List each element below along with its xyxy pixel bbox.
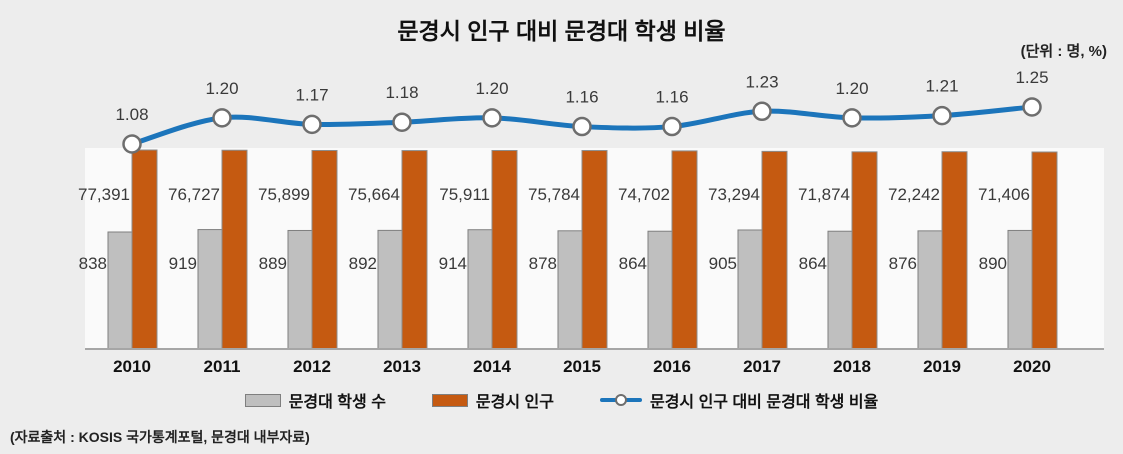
student-value-label: 905 <box>709 254 737 273</box>
student-bar <box>467 229 493 350</box>
student-value-label: 876 <box>889 254 917 273</box>
student-value-label: 914 <box>439 254 467 273</box>
student-value-label: 878 <box>529 254 557 273</box>
population-value-label: 71,874 <box>798 185 850 204</box>
ratio-value-label: 1.20 <box>205 79 238 98</box>
population-bar <box>581 150 608 350</box>
year-axis-label: 2016 <box>653 357 691 376</box>
chart-title: 문경시 인구 대비 문경대 학생 비율 <box>397 18 726 44</box>
ratio-marker <box>842 108 862 128</box>
student-bar <box>917 230 943 350</box>
student-bar <box>197 229 223 350</box>
ratio-value-label: 1.08 <box>115 105 148 124</box>
population-value-label: 71,406 <box>978 185 1030 204</box>
year-axis-label: 2012 <box>293 357 331 376</box>
ratio-marker <box>752 101 772 122</box>
ratio-marker <box>212 108 232 128</box>
ratio-marker <box>392 112 412 132</box>
ratio-marker <box>482 108 502 128</box>
population-value-label: 75,911 <box>439 185 490 204</box>
legend-item-population: 문경시 인구 <box>431 388 554 412</box>
legend-label-population: 문경시 인구 <box>475 394 554 411</box>
ratio-value-label: 1.17 <box>295 85 328 104</box>
ratio-marker <box>932 105 952 126</box>
population-value-label: 73,294 <box>708 185 760 204</box>
orange-bar-swatch-icon <box>431 393 468 407</box>
legend-label-students: 문경대 학생 수 <box>288 394 386 411</box>
population-bar <box>671 150 698 350</box>
population-value-label: 72,242 <box>888 185 940 204</box>
ratio-marker <box>572 116 592 137</box>
population-bar <box>401 150 428 350</box>
gray-bar-swatch-icon <box>244 393 281 407</box>
population-bar <box>221 149 248 350</box>
year-axis-label: 2018 <box>833 357 871 376</box>
student-bar <box>827 230 853 350</box>
source-note: (자료출처 : KOSIS 국가통계포털, 문경대 내부자료) <box>10 429 310 445</box>
student-bar <box>647 230 673 350</box>
student-bar <box>377 229 403 350</box>
year-axis-label: 2017 <box>743 357 781 376</box>
year-axis-label: 2011 <box>204 357 241 376</box>
legend-item-students: 문경대 학생 수 <box>244 388 386 412</box>
ratio-value-label: 1.16 <box>655 88 688 107</box>
population-bar <box>941 151 968 350</box>
student-bar <box>287 229 313 350</box>
ratio-value-label: 1.16 <box>565 88 598 107</box>
chart-legend: 문경대 학생 수 문경시 인구 문경시 인구 대비 문경대 학생 비율 <box>0 388 1123 412</box>
student-value-label: 889 <box>259 254 287 273</box>
student-value-label: 864 <box>619 254 647 273</box>
population-value-label: 74,702 <box>618 185 670 204</box>
population-value-label: 76,727 <box>168 185 220 204</box>
ratio-value-label: 1.23 <box>745 72 778 91</box>
ratio-value-label: 1.20 <box>475 79 508 98</box>
ratio-marker <box>1022 97 1042 117</box>
population-bar <box>1031 151 1058 350</box>
student-bar <box>557 230 583 350</box>
year-axis-label: 2015 <box>563 357 601 376</box>
population-value-label: 75,784 <box>528 185 580 204</box>
student-bar <box>1007 229 1033 350</box>
population-value-label: 77,391 <box>78 185 130 204</box>
student-value-label: 890 <box>979 254 1007 273</box>
year-axis-label: 2010 <box>113 357 151 376</box>
ratio-value-label: 1.18 <box>385 83 418 102</box>
student-bar <box>107 231 133 350</box>
student-value-label: 919 <box>169 254 197 273</box>
legend-label-ratio: 문경시 인구 대비 문경대 학생 비율 <box>649 394 879 411</box>
legend-item-ratio: 문경시 인구 대비 문경대 학생 비율 <box>599 388 879 412</box>
population-bar <box>851 151 878 350</box>
student-value-label: 892 <box>349 254 377 273</box>
population-bar <box>311 149 338 350</box>
year-axis-label: 2014 <box>473 357 511 376</box>
population-bar <box>761 150 788 350</box>
ratio-value-label: 1.20 <box>835 79 868 98</box>
population-value-label: 75,664 <box>348 185 400 204</box>
year-axis-label: 2019 <box>923 357 961 376</box>
year-axis-label: 2013 <box>383 357 421 376</box>
blue-line-marker-swatch-icon <box>599 393 642 407</box>
student-value-label: 864 <box>799 254 827 273</box>
population-bar <box>131 149 158 350</box>
student-value-label: 838 <box>79 254 107 273</box>
ratio-value-label: 1.25 <box>1015 68 1048 87</box>
ratio-marker <box>302 114 322 135</box>
population-value-label: 75,899 <box>258 185 310 204</box>
ratio-value-label: 1.21 <box>925 77 958 96</box>
student-bar <box>737 229 763 350</box>
unit-label: (단위 : 명, %) <box>1020 43 1107 60</box>
year-axis-label: 2020 <box>1013 357 1051 376</box>
ratio-marker <box>662 116 682 137</box>
population-bar <box>491 149 518 350</box>
ratio-marker <box>122 134 142 154</box>
